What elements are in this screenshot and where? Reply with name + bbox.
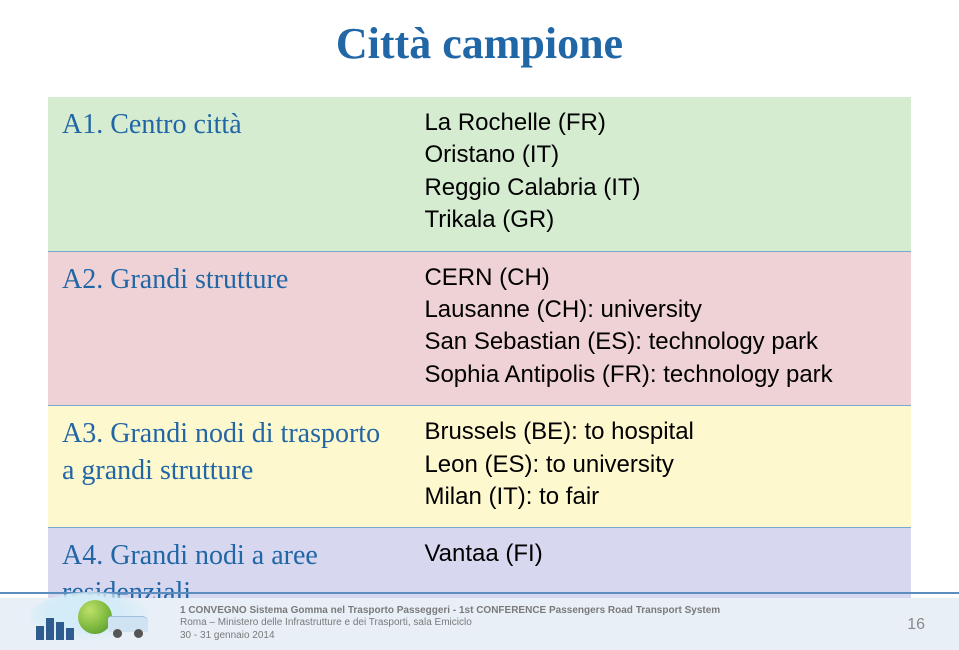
- row-content: CERN (CH)Lausanne (CH): universitySan Se…: [410, 251, 911, 406]
- content-line: CERN (CH): [424, 262, 897, 294]
- slide: Città campione A1. Centro cittàLa Rochel…: [0, 0, 959, 650]
- logo-bus: [108, 616, 148, 638]
- logo-city: [36, 614, 82, 640]
- content-line: Vantaa (FI): [424, 538, 897, 570]
- content-line: Milan (IT): to fair: [424, 481, 897, 513]
- row-label: A3. Grandi nodi di trasporto a grandi st…: [48, 406, 410, 528]
- row-content: Brussels (BE): to hospitalLeon (ES): to …: [410, 406, 911, 528]
- content-line: Sophia Antipolis (FR): technology park: [424, 359, 897, 391]
- logo-globe: [78, 600, 112, 634]
- row-label: A2. Grandi strutture: [48, 251, 410, 406]
- row-label: A1. Centro città: [48, 97, 410, 251]
- footer-line3: 30 - 31 gennaio 2014: [180, 630, 720, 643]
- footer: 1 CONVEGNO Sistema Gomma nel Trasporto P…: [0, 572, 959, 650]
- slide-title: Città campione: [48, 18, 911, 69]
- footer-line1: 1 CONVEGNO Sistema Gomma nel Trasporto P…: [180, 605, 720, 618]
- row-content: La Rochelle (FR)Oristano (IT)Reggio Cala…: [410, 97, 911, 251]
- content-line: Lausanne (CH): university: [424, 294, 897, 326]
- logo: [26, 584, 156, 646]
- content-line: Brussels (BE): to hospital: [424, 416, 897, 448]
- table-row: A2. Grandi struttureCERN (CH)Lausanne (C…: [48, 251, 911, 406]
- content-line: San Sebastian (ES): technology park: [424, 326, 897, 358]
- content-line: Leon (ES): to university: [424, 449, 897, 481]
- footer-text: 1 CONVEGNO Sistema Gomma nel Trasporto P…: [180, 605, 720, 643]
- footer-line2: Roma – Ministero delle Infrastrutture e …: [180, 617, 720, 630]
- content-line: La Rochelle (FR): [424, 107, 897, 139]
- table-row: A1. Centro cittàLa Rochelle (FR)Oristano…: [48, 97, 911, 251]
- table-row: A3. Grandi nodi di trasporto a grandi st…: [48, 406, 911, 528]
- content-line: Oristano (IT): [424, 139, 897, 171]
- page-number: 16: [907, 616, 925, 634]
- content-line: Trikala (GR): [424, 204, 897, 236]
- content-line: Reggio Calabria (IT): [424, 172, 897, 204]
- content-table: A1. Centro cittàLa Rochelle (FR)Oristano…: [48, 97, 911, 625]
